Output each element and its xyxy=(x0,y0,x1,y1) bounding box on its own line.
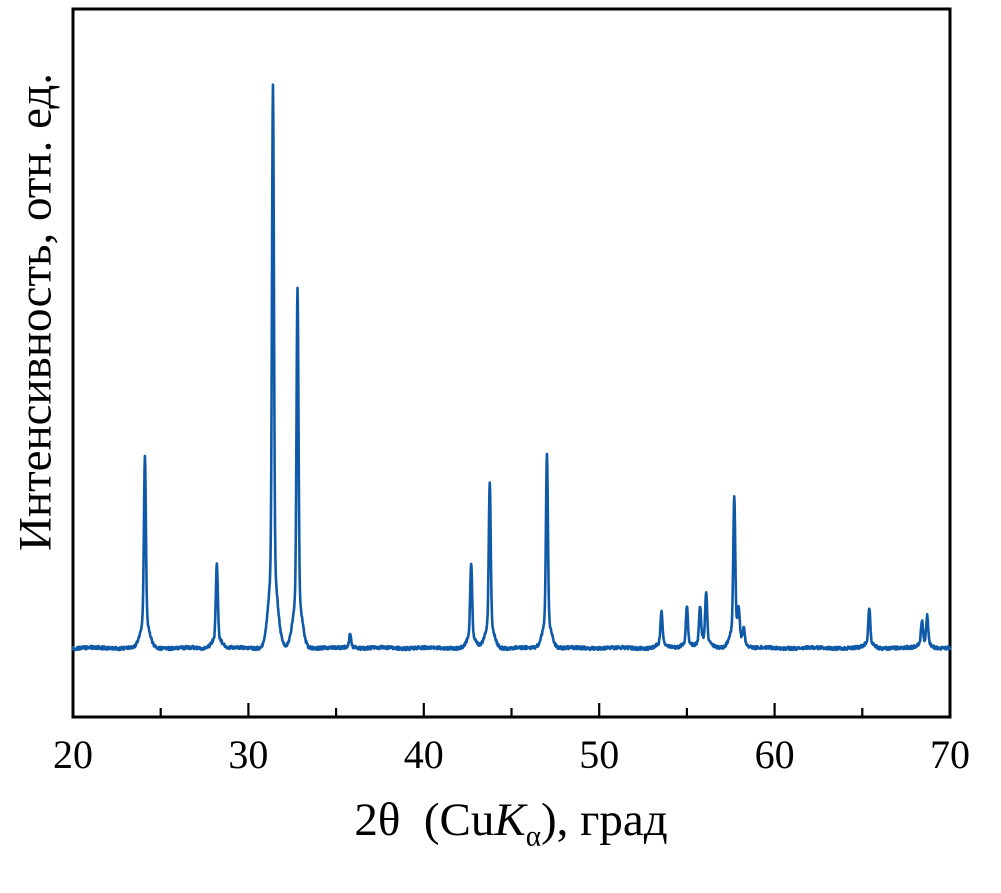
x-axis-label-pre: 2θ (Cu xyxy=(354,794,495,846)
x-tick-label: 70 xyxy=(930,732,970,777)
x-axis-label: 2θ (CuKα), град xyxy=(354,794,668,851)
x-axis-label-k: K xyxy=(494,794,526,846)
x-axis-label-alpha-subscript: α xyxy=(525,820,541,853)
x-tick-label: 60 xyxy=(755,732,795,777)
x-axis-label-post: ), град xyxy=(540,794,668,846)
xrd-trace xyxy=(71,83,952,652)
y-axis-label: Интенсивность, отн. ед. xyxy=(9,73,62,551)
x-tick-label: 30 xyxy=(228,732,268,777)
plot-frame xyxy=(71,7,952,719)
y-axis-label-text: Интенсивность, отн. ед. xyxy=(9,73,62,551)
x-tick-label: 50 xyxy=(579,732,619,777)
x-tick-label: 40 xyxy=(404,732,444,777)
x-tick-label: 20 xyxy=(53,732,93,777)
